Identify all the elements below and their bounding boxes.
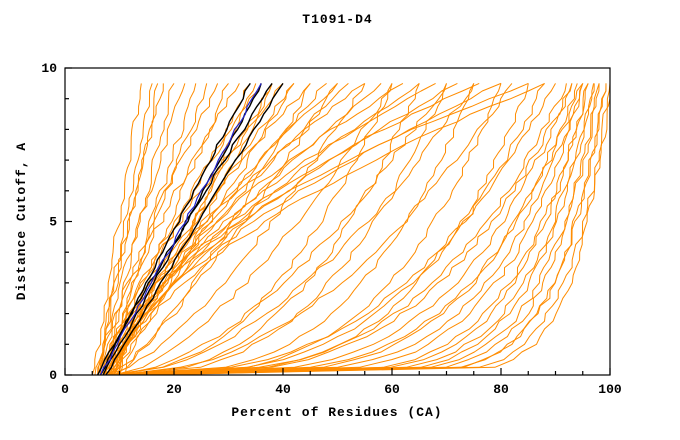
model-curve (141, 83, 607, 376)
model-curve (102, 83, 257, 376)
model-curve (146, 83, 611, 376)
model-curve (119, 83, 589, 376)
reference-curve (97, 82, 273, 376)
model-curve (108, 83, 273, 376)
model-curve (124, 82, 545, 376)
x-tick-label: 60 (384, 382, 400, 397)
best-model-curve (99, 83, 262, 376)
model-curve (102, 83, 295, 376)
model-curve (99, 83, 186, 376)
x-tick-label: 100 (598, 382, 622, 397)
model-curve (141, 83, 611, 376)
model-curve (108, 83, 567, 376)
model-curve (135, 83, 607, 376)
model-curve (102, 83, 311, 376)
model-curve (113, 83, 393, 376)
model-curve (124, 83, 529, 376)
model-curve (108, 83, 573, 376)
model-curve (113, 83, 338, 376)
model-curve (113, 83, 578, 376)
model-curve (94, 83, 159, 376)
x-tick-label: 20 (166, 382, 182, 397)
model-curve (103, 83, 556, 376)
reference-curve (102, 83, 262, 376)
model-curve (119, 82, 529, 376)
x-tick-label: 40 (275, 382, 291, 397)
axis-box (64, 67, 611, 376)
x-tick-label: 0 (61, 382, 69, 397)
x-axis-title: Percent of Residues (CA) (231, 405, 443, 420)
model-curve (113, 83, 420, 376)
model-curve (119, 83, 584, 376)
model-curve (99, 83, 240, 376)
model-curve (113, 83, 545, 376)
model-curve (113, 83, 475, 376)
model-curve (108, 83, 393, 376)
model-curve (130, 83, 600, 376)
model-curve (119, 83, 573, 376)
model-curve (119, 83, 502, 376)
model-curve (97, 83, 164, 376)
model-curve (108, 83, 366, 376)
y-tick-label: 0 (49, 368, 57, 383)
model-curve (110, 82, 404, 376)
model-curve (97, 83, 153, 376)
model-curve (130, 83, 584, 376)
chart-title: T1091-D4 (302, 12, 373, 27)
model-curve (113, 82, 458, 376)
model-curve (130, 83, 595, 376)
model-curve (102, 83, 175, 376)
x-tick-label: 80 (493, 382, 509, 397)
model-curve (124, 83, 589, 376)
model-curve (119, 83, 475, 376)
model-curve (91, 83, 142, 376)
model-curve (124, 83, 595, 376)
model-curve (135, 83, 600, 376)
model-curve (113, 83, 420, 376)
model-curve (119, 83, 447, 376)
y-tick-label: 5 (49, 215, 57, 230)
y-tick-label: 10 (41, 61, 57, 76)
model-curve (119, 83, 513, 376)
model-curve (113, 83, 447, 376)
model-curve (113, 83, 338, 376)
model-curve (97, 83, 219, 376)
y-axis-title: Distance Cutoff, A (14, 141, 29, 301)
reference-curve (105, 83, 284, 376)
